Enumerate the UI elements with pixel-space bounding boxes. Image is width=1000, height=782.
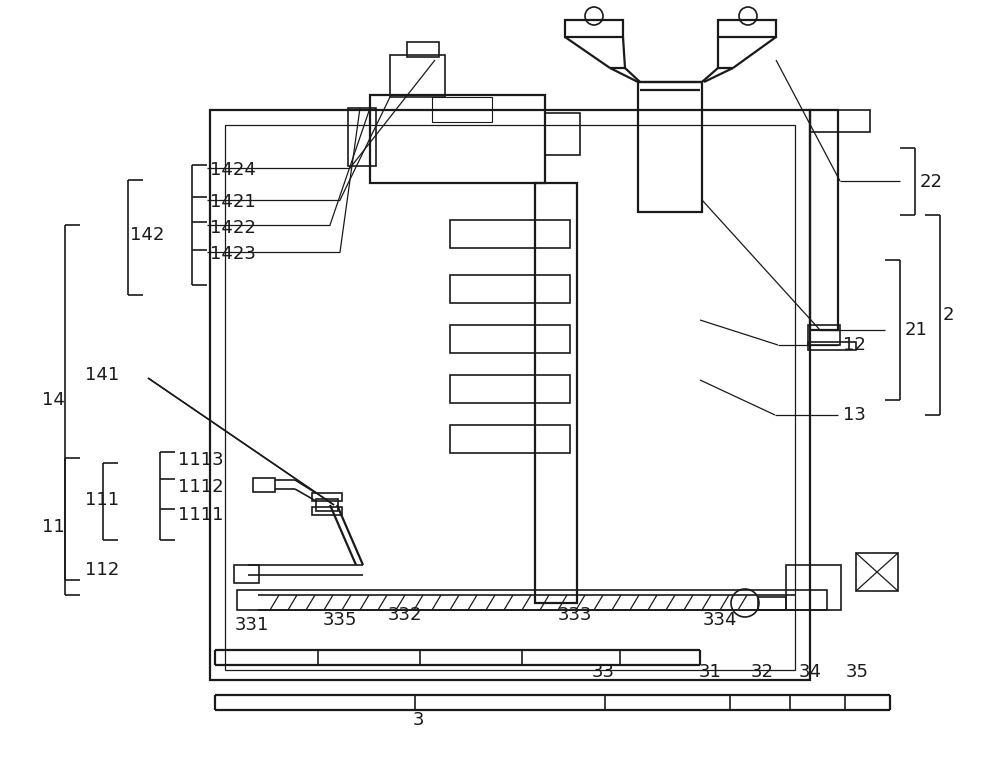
Bar — [370, 95, 545, 183]
Bar — [234, 565, 259, 583]
Bar — [565, 20, 623, 37]
Text: 334: 334 — [703, 611, 737, 629]
Bar — [312, 507, 342, 515]
Bar — [758, 597, 786, 610]
Bar — [312, 493, 342, 501]
Text: 111: 111 — [85, 491, 119, 509]
Text: 22: 22 — [920, 173, 943, 191]
Text: 333: 333 — [558, 606, 592, 624]
Text: 2: 2 — [943, 306, 954, 324]
Bar — [638, 82, 702, 212]
Text: 11: 11 — [42, 518, 65, 536]
Bar — [390, 55, 445, 97]
Text: 141: 141 — [85, 366, 119, 384]
Text: 32: 32 — [750, 663, 774, 681]
Bar — [210, 110, 810, 680]
Text: 34: 34 — [798, 663, 822, 681]
Text: 1422: 1422 — [210, 219, 256, 237]
Text: 1421: 1421 — [210, 193, 256, 211]
Bar — [786, 565, 841, 610]
Bar — [407, 42, 439, 57]
Text: 3: 3 — [412, 711, 424, 729]
Text: 1113: 1113 — [178, 451, 224, 469]
Text: 142: 142 — [130, 226, 164, 244]
Text: 21: 21 — [905, 321, 928, 339]
Text: 35: 35 — [846, 663, 868, 681]
Text: 331: 331 — [235, 616, 269, 634]
Bar — [450, 275, 570, 303]
Bar — [856, 553, 898, 591]
Text: 33: 33 — [592, 663, 614, 681]
Text: 12: 12 — [843, 336, 866, 354]
Text: 14: 14 — [42, 391, 65, 409]
Bar — [535, 183, 577, 603]
Text: 13: 13 — [843, 406, 866, 424]
Text: 31: 31 — [699, 663, 721, 681]
Text: 1424: 1424 — [210, 161, 256, 179]
Text: 1111: 1111 — [178, 506, 224, 524]
Bar — [316, 499, 338, 511]
Bar — [545, 113, 580, 155]
Bar — [450, 425, 570, 453]
Text: 332: 332 — [388, 606, 422, 624]
Bar — [237, 590, 827, 610]
Bar — [225, 125, 795, 670]
Bar — [450, 375, 570, 403]
Bar — [253, 478, 275, 492]
Bar — [810, 110, 870, 132]
Bar — [808, 325, 840, 345]
Bar — [808, 342, 856, 350]
Text: 1423: 1423 — [210, 245, 256, 263]
Bar — [450, 220, 570, 248]
Bar — [718, 20, 776, 37]
Text: 112: 112 — [85, 561, 119, 579]
Text: 335: 335 — [323, 611, 357, 629]
Bar — [450, 325, 570, 353]
Bar — [348, 108, 376, 166]
Bar — [432, 97, 492, 122]
Text: 1112: 1112 — [178, 478, 224, 496]
Bar — [810, 110, 838, 330]
